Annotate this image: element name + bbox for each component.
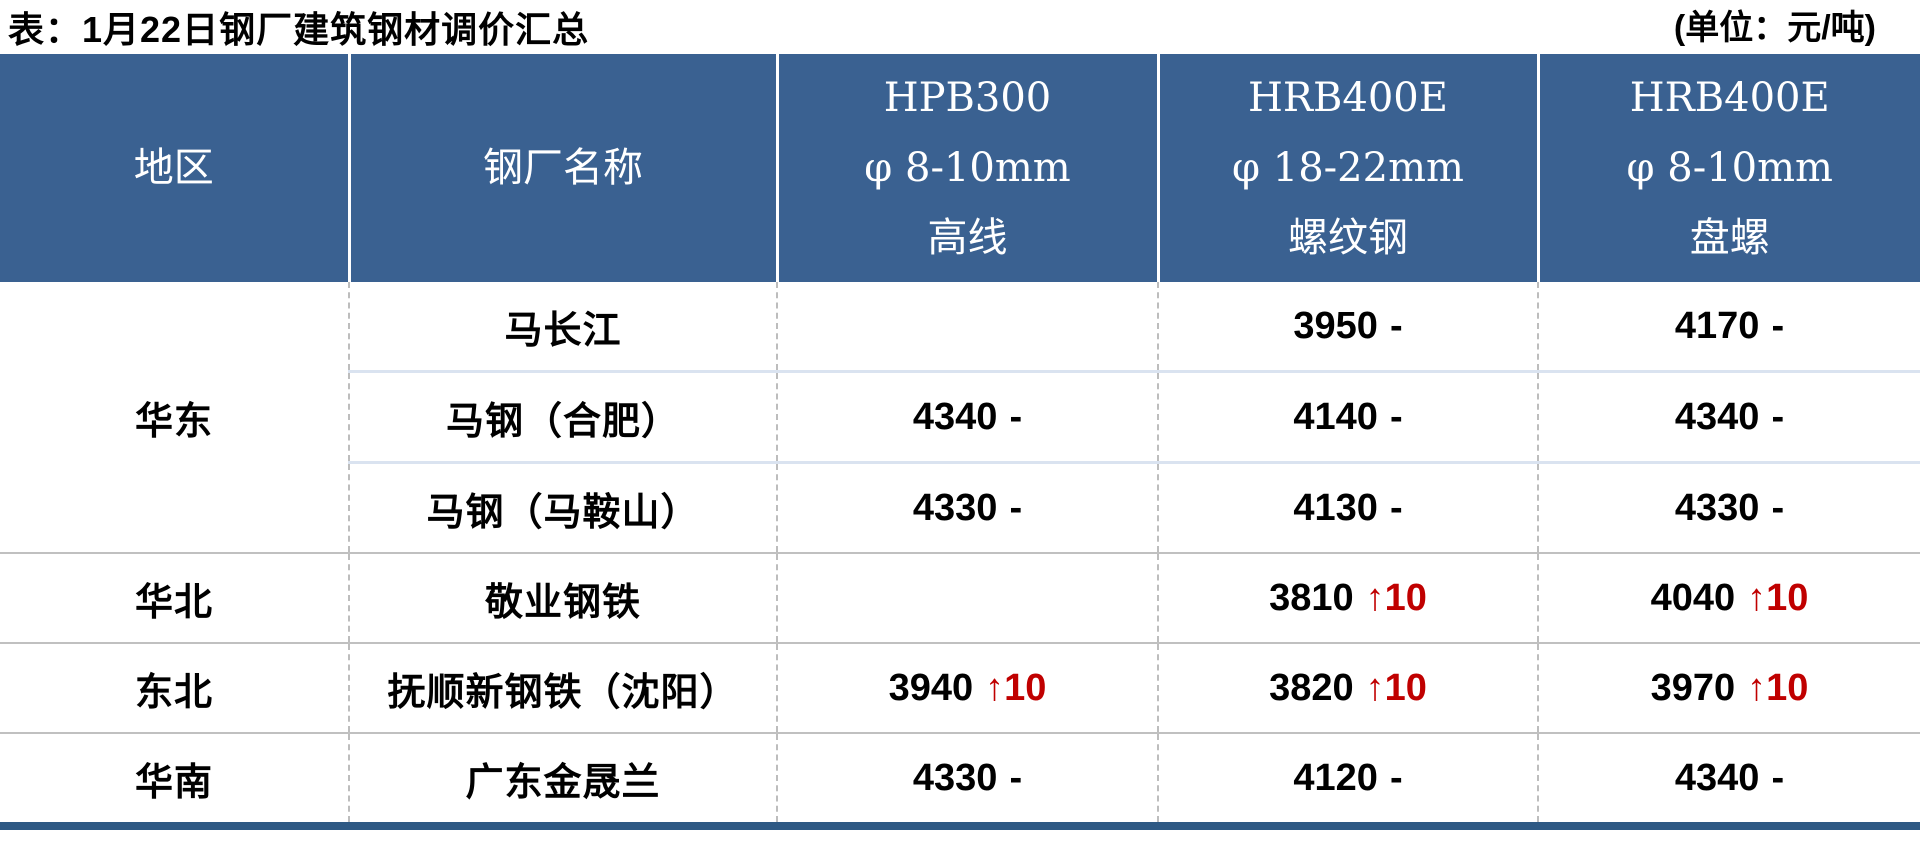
price-cell-highwire: 4330-: [776, 461, 1158, 553]
table-row: 马钢（合肥） 4340- 4140- 4340-: [0, 370, 1920, 463]
header-product-label: 高线: [927, 215, 1008, 261]
price-cell-coil: 3970 ↑10: [1537, 642, 1920, 733]
price-change: ↑10: [1365, 666, 1427, 709]
table-row: 华南 广东金晟兰 4330- 4120- 4340-: [0, 732, 1920, 826]
price-value: 3820: [1269, 666, 1354, 709]
unit-label: (单位：元/吨): [1673, 9, 1876, 47]
region-cell-huanan: 华南: [0, 732, 349, 826]
price-cell-highwire: 4330-: [776, 732, 1158, 826]
price-change: -: [1009, 486, 1023, 529]
price-change: -: [1771, 756, 1785, 799]
mill-cell: 广东金晟兰: [348, 732, 777, 826]
price-change: ↑10: [1365, 576, 1427, 619]
price-cell-coil: 4330-: [1537, 461, 1920, 553]
header-diameter-label: φ 8-10mm: [1626, 145, 1833, 191]
price-value: 4340: [912, 395, 998, 438]
header-product-label: 盘螺: [1689, 215, 1770, 261]
price-value: 4330: [912, 756, 998, 799]
price-value: 4140: [1293, 395, 1378, 438]
price-cell-coil: 4170-: [1537, 282, 1920, 372]
price-cell-rebar: 4130-: [1157, 461, 1538, 553]
price-change: -: [1389, 395, 1403, 438]
header-grade-label: HRB400E: [1248, 75, 1448, 121]
price-change: -: [1389, 304, 1403, 347]
price-cell-coil: 4040 ↑10: [1537, 552, 1920, 643]
price-change: ↑10: [1747, 666, 1809, 709]
price-cell-highwire: [776, 282, 1158, 372]
price-value: 3940: [888, 666, 974, 709]
table-row: 华北 敬业钢铁 3810 ↑10 4040 ↑10: [0, 552, 1920, 643]
price-cell-rebar: 3810 ↑10: [1157, 552, 1538, 643]
table-row: 东北 抚顺新钢铁（沈阳） 3940 ↑10 3820 ↑10 3970 ↑10: [0, 642, 1920, 733]
header-region-label: 地区: [133, 145, 214, 191]
price-value: 4170: [1674, 304, 1760, 347]
header-product-label: 螺纹钢: [1288, 215, 1408, 261]
price-cell-highwire: 3940 ↑10: [776, 642, 1158, 733]
price-value: 4340: [1674, 395, 1760, 438]
price-cell-rebar: 3820 ↑10: [1157, 642, 1538, 733]
mill-cell: 抚顺新钢铁（沈阳）: [348, 642, 777, 733]
price-cell-highwire: [776, 552, 1158, 643]
header-diameter-label: φ 18-22mm: [1232, 145, 1464, 191]
header-grade-label: HRB400E: [1629, 75, 1830, 121]
price-change: -: [1389, 756, 1403, 799]
header-row: 地区 钢厂名称 HPB300 φ 8-10mm 高线 HRB400E φ 18-…: [0, 54, 1920, 282]
region-cell-huabei: 华北: [0, 552, 349, 643]
column-header-region: 地区: [0, 54, 349, 282]
price-change: -: [1771, 304, 1785, 347]
column-header-mill: 钢厂名称: [347, 54, 777, 282]
price-change: -: [1389, 486, 1403, 529]
region-cell-dongbei: 东北: [0, 642, 349, 733]
price-cell-coil: 4340-: [1537, 370, 1920, 463]
mill-cell: 敬业钢铁: [348, 552, 777, 643]
price-change: -: [1009, 395, 1023, 438]
header-diameter-label: φ 8-10mm: [864, 145, 1071, 191]
column-header-hrb400e-coil: HRB400E φ 8-10mm 盘螺: [1536, 54, 1920, 282]
price-cell-rebar: 4120-: [1157, 732, 1538, 826]
price-value: 4330: [1674, 486, 1760, 529]
price-value: 3950: [1293, 304, 1378, 347]
price-cell-rebar: 4140-: [1157, 370, 1538, 463]
steel-price-table: 地区 钢厂名称 HPB300 φ 8-10mm 高线 HRB400E φ 18-…: [0, 54, 1920, 830]
price-cell-coil: 4340-: [1537, 732, 1920, 826]
table-row: 马钢（马鞍山） 4330- 4130- 4330-: [0, 461, 1920, 553]
header-grade-label: HPB300: [883, 75, 1052, 121]
price-value: 4040: [1650, 576, 1736, 619]
price-value: 3970: [1650, 666, 1736, 709]
price-value: 4340: [1674, 756, 1760, 799]
title-bar: 表：1月22日钢厂建筑钢材调价汇总 (单位：元/吨): [0, 0, 1920, 54]
price-change: -: [1771, 395, 1785, 438]
price-value: 4130: [1293, 486, 1378, 529]
price-value: 4120: [1293, 756, 1378, 799]
price-change: ↑10: [985, 666, 1047, 709]
header-mill-label: 钢厂名称: [483, 145, 643, 191]
price-cell-rebar: 3950-: [1157, 282, 1538, 372]
price-cell-highwire: 4340-: [776, 370, 1158, 463]
table-row: 华东 马长江 3950- 4170-: [0, 282, 1920, 553]
mill-cell: 马钢（合肥）: [348, 370, 777, 463]
mill-cell: 马长江: [348, 282, 777, 372]
page-title: 表：1月22日钢厂建筑钢材调价汇总: [8, 9, 590, 50]
price-change: -: [1771, 486, 1785, 529]
price-change: ↑10: [1747, 576, 1809, 619]
price-change: -: [1009, 756, 1023, 799]
mill-cell: 马钢（马鞍山）: [348, 461, 777, 553]
column-header-hrb400e-rebar: HRB400E φ 18-22mm 螺纹钢: [1156, 54, 1538, 282]
region-cell-huadong: 华东: [0, 282, 349, 553]
column-header-hpb300-wire: HPB300 φ 8-10mm 高线: [775, 54, 1158, 282]
price-value: 4330: [912, 486, 998, 529]
price-value: 3810: [1269, 576, 1354, 619]
